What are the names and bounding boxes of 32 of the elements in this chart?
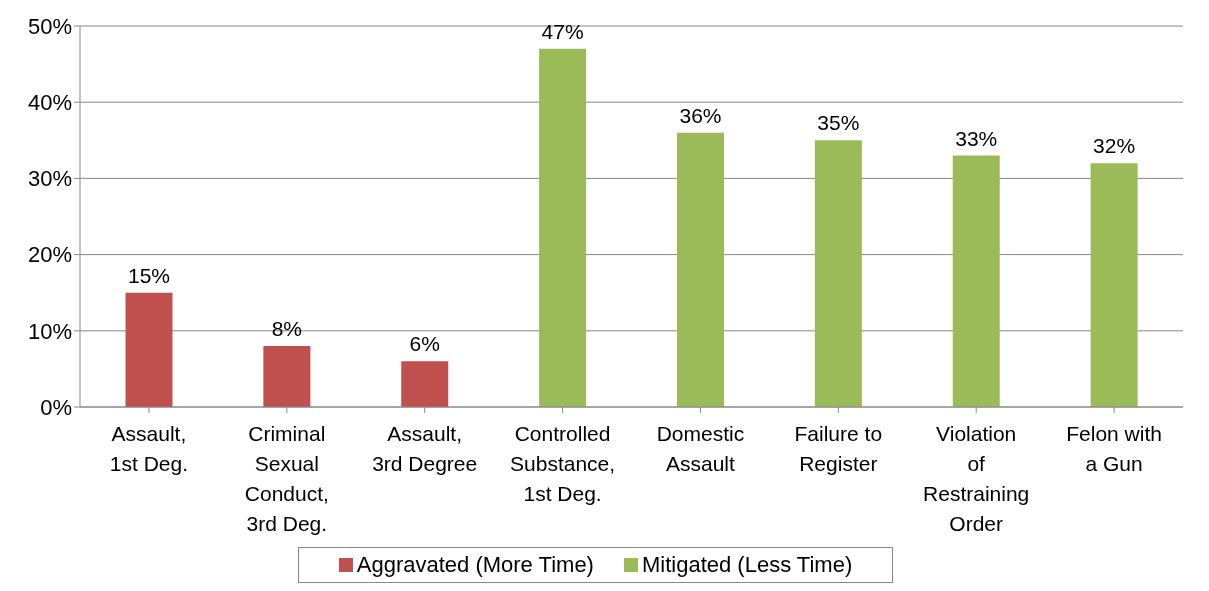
data-label: 47% bbox=[541, 19, 584, 43]
legend-label: Mitigated (Less Time) bbox=[640, 552, 853, 578]
y-tick-label: 0% bbox=[40, 394, 72, 420]
data-label: 35% bbox=[817, 111, 860, 135]
bar bbox=[263, 346, 311, 407]
x-tick-label: Failure to Register bbox=[794, 422, 883, 475]
x-tick-label: Criminal Sexual Conduct, 3rd Deg. bbox=[244, 422, 329, 535]
x-tick-label: Controlled Substance, 1st Deg. bbox=[510, 422, 616, 505]
bar bbox=[401, 361, 449, 407]
data-label: 8% bbox=[271, 317, 303, 341]
y-tick-label: 30% bbox=[27, 166, 72, 192]
y-tick-label: 10% bbox=[27, 318, 72, 344]
x-tick-label: Domestic Assault bbox=[656, 422, 745, 475]
data-label: 32% bbox=[1093, 134, 1136, 158]
y-tick-label: 40% bbox=[27, 90, 72, 116]
x-tick-label: Assault, 3rd Degree bbox=[372, 422, 478, 475]
x-tick-label: Felon with a Gun bbox=[1066, 422, 1162, 475]
x-tick-label: Violation of Restraining Order bbox=[923, 422, 1030, 535]
data-label: 15% bbox=[127, 263, 171, 287]
bar bbox=[952, 155, 1000, 407]
y-tick-label: 50% bbox=[27, 13, 72, 39]
legend-label: Aggravated (More Time) bbox=[355, 552, 594, 578]
x-tick-label: Assault, 1st Deg. bbox=[109, 422, 189, 475]
data-label: 36% bbox=[679, 103, 722, 127]
bar bbox=[1090, 163, 1138, 407]
bar bbox=[677, 132, 724, 407]
bar bbox=[539, 48, 587, 407]
data-label: 6% bbox=[409, 332, 440, 356]
bar bbox=[125, 292, 173, 407]
data-label: 33% bbox=[955, 126, 998, 150]
bar bbox=[814, 140, 862, 407]
y-tick-label: 20% bbox=[27, 242, 72, 268]
